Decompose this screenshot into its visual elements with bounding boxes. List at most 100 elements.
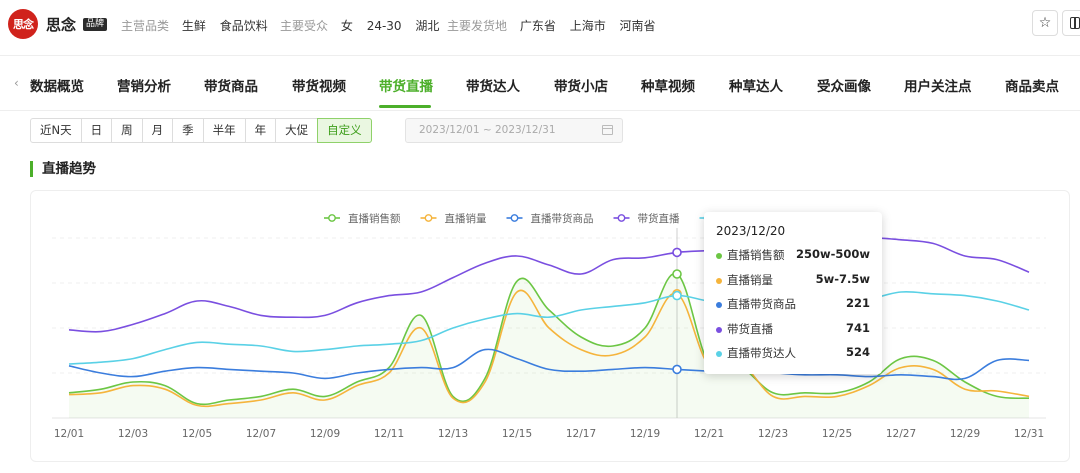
tooltip-row-value: 250w-500w: [795, 247, 870, 261]
tab-audience-profile[interactable]: 受众画像: [817, 79, 871, 95]
series-dot-icon: [716, 253, 722, 259]
series-dot-icon: [716, 326, 722, 333]
tooltip-row-label: 直播带货商品: [727, 297, 796, 311]
shipping-info: 主要发货地 广东省 上海市 河南省: [447, 17, 666, 34]
tab-marketing-analysis[interactable]: 营销分析: [117, 79, 171, 95]
tab-selling-livestreams[interactable]: 带货直播: [379, 79, 433, 95]
period-quarter[interactable]: 季: [172, 118, 204, 143]
date-range-picker[interactable]: 2023/12/01 ~ 2023/12/31: [405, 118, 623, 143]
tooltip-row: 直播销量 5w-7.5w: [716, 272, 870, 297]
tab-bar: ‹ 数据概览 营销分析 带货商品 带货视频 带货直播 带货达人 带货小店 种草视…: [0, 55, 1080, 111]
tooltip-row: 直播带货达人 524: [716, 345, 870, 370]
chart-card: [30, 190, 1070, 462]
period-custom[interactable]: 自定义: [317, 118, 372, 143]
period-last-n-days[interactable]: 近N天: [30, 118, 82, 143]
category-value: 食品饮料: [219, 19, 268, 33]
section-title: 直播趋势: [30, 161, 96, 177]
tab-product-selling-points[interactable]: 商品卖点: [1005, 79, 1059, 95]
series-dot-icon: [716, 351, 722, 357]
data-point: [672, 290, 682, 301]
x-tick-label: 12/17: [566, 428, 596, 440]
legend-marker: [617, 214, 626, 222]
x-tick-label: 12/13: [438, 428, 468, 440]
x-tick-label: 12/03: [118, 428, 148, 440]
date-range-value: 2023/12/01 ~ 2023/12/31: [419, 124, 556, 136]
star-icon: ☆: [1038, 15, 1052, 31]
brand-bar: 思念 思念 品牌 主营品类 生鲜 食品饮料 主要受众 女 24-30 湖北 主要…: [0, 0, 1080, 50]
legend-marker: [510, 214, 519, 222]
chevron-left-icon[interactable]: ‹: [14, 76, 19, 90]
x-tick-label: 12/01: [54, 428, 84, 440]
tooltip-row-label: 直播带货达人: [727, 346, 796, 360]
data-point: [672, 364, 682, 375]
tooltip-row: 带货直播 741: [716, 321, 870, 346]
brand-tag-badge: 品牌: [83, 18, 108, 31]
favorite-button[interactable]: ☆: [1032, 10, 1058, 36]
main-category-info: 主营品类 生鲜 食品饮料: [121, 17, 278, 34]
tooltip-row-value: 741: [845, 320, 870, 335]
legend-marker: [328, 214, 336, 222]
tab-user-focus[interactable]: 用户关注点: [904, 79, 972, 95]
x-tick-label: 12/09: [310, 428, 340, 440]
tooltip-date: 2023/12/20: [716, 224, 786, 238]
brand-logo: 思念: [8, 9, 38, 39]
category-value: 生鲜: [181, 19, 206, 33]
tooltip-row: 直播销售额 250w-500w: [716, 247, 870, 272]
x-tick-label: 12/29: [950, 428, 980, 440]
audience-value: 湖北: [415, 19, 440, 33]
x-tick-label: 12/07: [246, 428, 276, 440]
series-dot-icon: [716, 277, 722, 284]
period-half-year[interactable]: 半年: [202, 118, 246, 143]
active-tab-indicator: [379, 105, 431, 108]
tooltip-row-label: 直播销售额: [727, 248, 785, 262]
shipping-value: 上海市: [569, 19, 606, 33]
series-dot-icon: [716, 302, 722, 308]
x-tick-label: 12/25: [822, 428, 852, 440]
series-area: [69, 273, 1029, 418]
chart-tooltip: 2023/12/20 直播销售额 250w-500w 直播销量 5w-7.5w …: [704, 212, 882, 374]
tooltip-row-value: 5w-7.5w: [815, 271, 870, 286]
shipping-value: 广东省: [519, 19, 556, 33]
period-year[interactable]: 年: [244, 118, 277, 143]
tab-selling-products[interactable]: 带货商品: [204, 79, 258, 95]
x-tick-label: 12/05: [182, 428, 212, 440]
tooltip-row-value: 221: [845, 296, 870, 310]
period-day[interactable]: 日: [80, 118, 113, 143]
tooltip-row: 直播带货商品 221: [716, 296, 870, 321]
tooltip-row-value: 524: [845, 345, 870, 359]
brand-name[interactable]: 思念: [46, 16, 77, 34]
audience-value: 女: [340, 19, 353, 33]
shipping-label: 主要发货地: [447, 19, 508, 33]
series-line: [68, 289, 1030, 408]
period-promotion[interactable]: 大促: [275, 118, 319, 143]
legend-label: 带货直播: [638, 212, 680, 225]
tooltip-row-label: 直播销量: [727, 272, 773, 287]
data-point: [672, 269, 682, 279]
tab-selling-shops[interactable]: 带货小店: [554, 79, 608, 95]
tab-data-overview[interactable]: 数据概览: [30, 79, 84, 95]
legend-label: 直播销量: [445, 212, 487, 225]
data-point: [672, 247, 682, 258]
legend-label: 直播销售额: [348, 212, 401, 225]
tab-selling-videos[interactable]: 带货视频: [292, 79, 346, 95]
period-selector: 近N天 日 周 月 季 半年 年 大促 自定义: [30, 118, 372, 143]
main-category-label: 主营品类: [121, 19, 170, 33]
legend-marker: [424, 214, 433, 222]
x-tick-label: 12/31: [1014, 428, 1044, 440]
tooltip-row-label: 带货直播: [727, 321, 773, 336]
series-line: [68, 348, 1030, 381]
tab-seeding-influencers[interactable]: 种草达人: [729, 79, 783, 95]
calendar-icon: [602, 125, 613, 135]
audience-label: 主要受众: [280, 19, 329, 33]
tab-selling-influencers[interactable]: 带货达人: [466, 79, 520, 95]
x-tick-label: 12/23: [758, 428, 788, 440]
x-tick-label: 12/15: [502, 428, 532, 440]
x-tick-label: 12/27: [886, 428, 916, 440]
panel-toggle-button[interactable]: [1062, 10, 1080, 36]
shipping-value: 河南省: [619, 19, 656, 33]
x-tick-label: 12/19: [630, 428, 660, 440]
tab-seeding-videos[interactable]: 种草视频: [641, 79, 695, 95]
x-tick-label: 12/21: [694, 428, 724, 440]
audience-value: 24-30: [366, 19, 402, 33]
